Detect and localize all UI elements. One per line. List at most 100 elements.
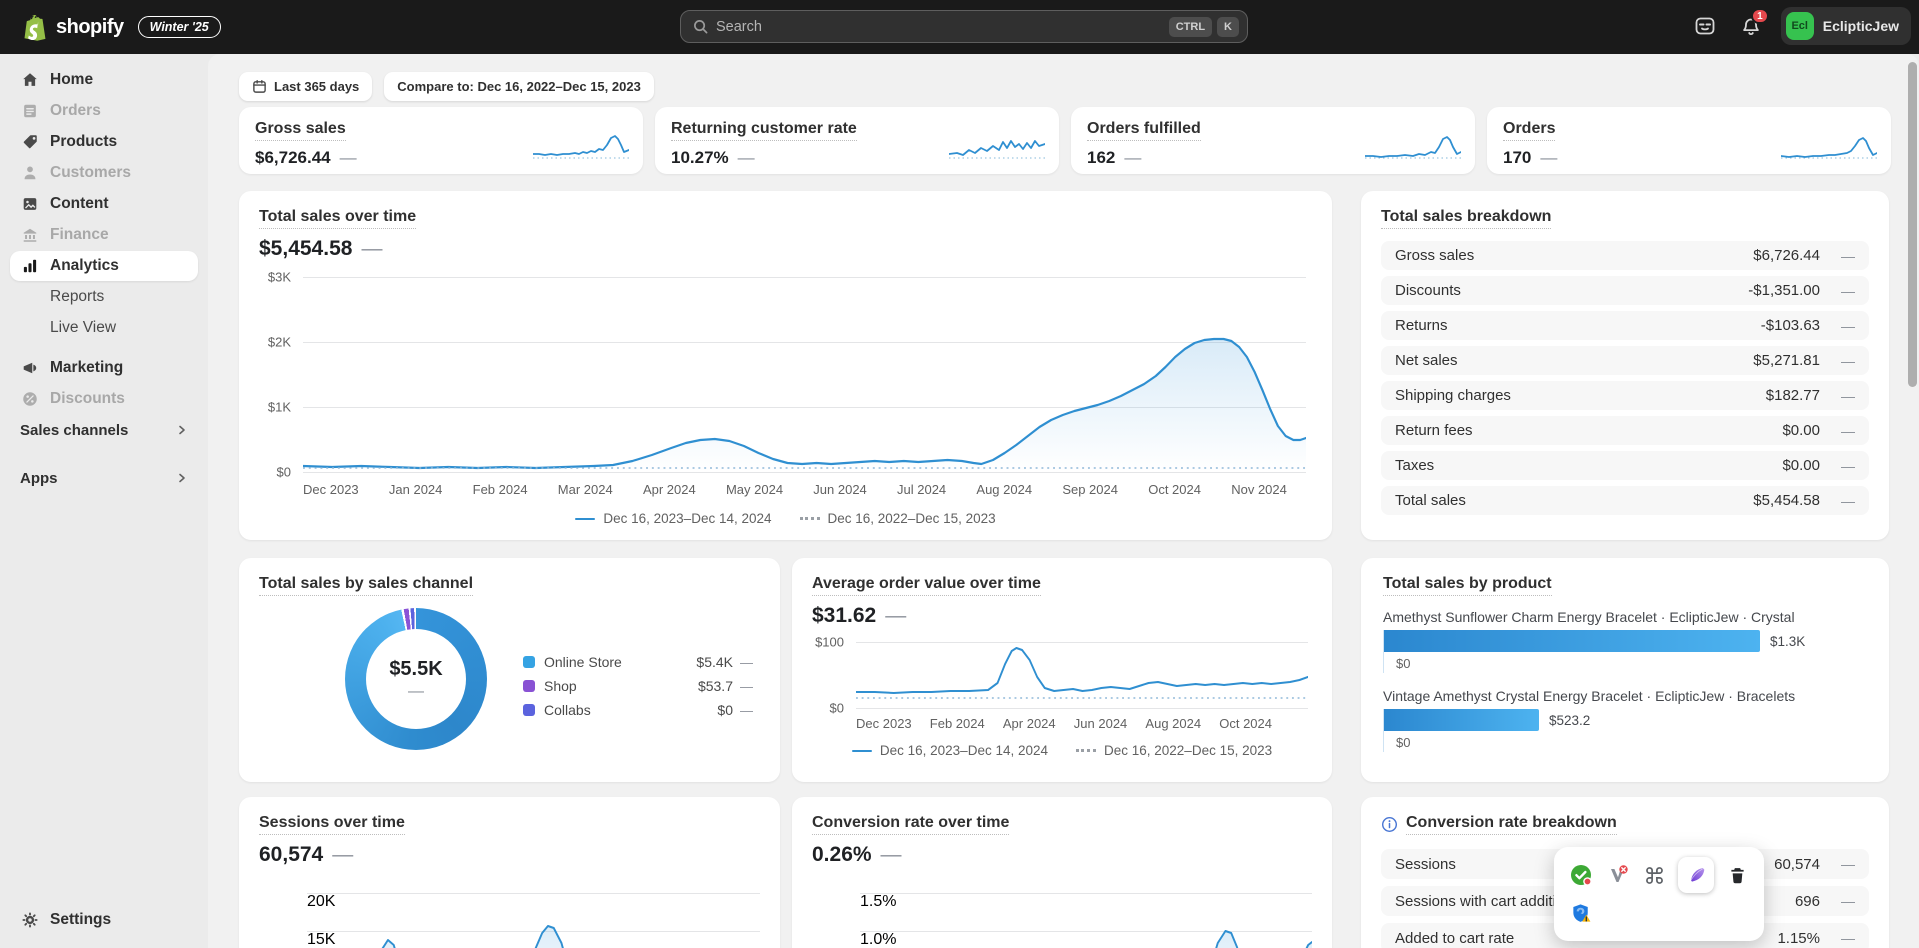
sidebar-section-apps[interactable]: Apps [20, 463, 188, 493]
sidebar-item-marketing[interactable]: Marketing [10, 353, 198, 383]
row-channel-aov-products: Total sales by sales channel $5.5K — Onl… [239, 558, 1891, 782]
breakdown-title: Total sales breakdown [1381, 207, 1552, 230]
metric-value: 162 [1087, 148, 1116, 168]
table-row: Returns -$103.63— [1381, 311, 1869, 341]
shield-warning-extension-icon[interactable] [1568, 900, 1594, 926]
x-tick: Dec 2023 [856, 716, 912, 732]
sidebar-item-reports[interactable]: Reports [50, 288, 105, 305]
x-tick: Apr 2024 [1002, 716, 1056, 732]
sparkline-chart [1781, 137, 1877, 159]
y-tick: $0 [829, 700, 844, 716]
k-keycap: K [1217, 16, 1239, 37]
product-label: Vintage Amethyst Crystal Energy Bracelet… [1383, 688, 1796, 705]
shopify-logo[interactable]: shopify [22, 13, 124, 41]
notifications-button[interactable]: 1 [1735, 8, 1769, 42]
metric-card-gross-sales[interactable]: Gross sales $6,726.44 — [239, 107, 643, 174]
inbox-button[interactable] [1689, 10, 1721, 42]
vertical-scrollbar[interactable] [1908, 58, 1917, 948]
metric-title: Orders fulfilled [1087, 119, 1201, 142]
sidebar-item-products[interactable]: Products [10, 127, 198, 157]
extension-row [1568, 895, 1750, 931]
x-tick: Oct 2024 [1148, 482, 1201, 498]
compare-label: Compare to: Dec 16, 2022–Dec 15, 2023 [397, 79, 641, 94]
chevron-right-icon [179, 473, 185, 483]
product-bar-block: $1.3K $0 [1383, 630, 1867, 674]
info-icon [1381, 816, 1398, 832]
season-badge: Winter '25 [137, 16, 221, 38]
conversion-chart: 1.5% 1.0% [860, 881, 1312, 948]
sidebar-item-customers[interactable]: Customers [10, 158, 198, 188]
compare-button[interactable]: Compare to: Dec 16, 2022–Dec 15, 2023 [384, 72, 654, 101]
metric-title: Gross sales [255, 119, 346, 142]
line-series [303, 338, 1306, 473]
sidebar-item-finance[interactable]: Finance [10, 220, 198, 250]
swatch [523, 680, 535, 692]
bar-baseline: $0 [1396, 735, 1411, 751]
chart-title: Total sales over time [259, 207, 417, 230]
topbar: shopify Winter '25 Search CTRL K [0, 0, 1919, 54]
trash-extension-icon[interactable] [1724, 862, 1750, 888]
y-tick: $2K [267, 334, 291, 350]
y-tick: $1K [267, 399, 291, 415]
content-icon [20, 194, 40, 214]
x-tick: Jul 2024 [897, 482, 947, 498]
date-range-label: Last 365 days [274, 79, 360, 94]
metric-value: 10.27% [671, 148, 729, 168]
extension-row [1568, 855, 1750, 895]
avatar: Ecl [1785, 12, 1814, 40]
extension-toolbar-overlay [1554, 847, 1764, 941]
sidebar-item-content[interactable]: Content [10, 189, 198, 219]
y-tick: $3K [267, 269, 291, 285]
sessions-title: Sessions over time [259, 813, 405, 836]
sidebar-item-live-view[interactable]: Live View [50, 319, 117, 336]
sidebar-item-orders[interactable]: Orders [10, 96, 198, 126]
grammar-checker-extension-icon[interactable] [1568, 862, 1594, 888]
metric-card-orders-fulfilled[interactable]: Orders fulfilled 162 — [1071, 107, 1475, 174]
legend-previous: Dec 16, 2022–Dec 15, 2023 [1076, 743, 1272, 758]
clover-extension-icon[interactable] [1641, 862, 1667, 888]
no-change-dash: — [1124, 148, 1142, 168]
quill-extension-icon[interactable] [1677, 857, 1714, 893]
x-tick: Jan 2024 [388, 482, 443, 498]
x-tick: Apr 2024 [642, 482, 696, 498]
metric-card-orders[interactable]: Orders 170 — [1487, 107, 1891, 174]
metric-card-returning-rate[interactable]: Returning customer rate 10.27% — [655, 107, 1059, 174]
sidebar-item-discounts[interactable]: Discounts [10, 384, 198, 414]
channel-title: Total sales by sales channel [259, 574, 474, 597]
analytics-icon [20, 256, 40, 276]
metric-title: Orders [1503, 119, 1556, 142]
scrollbar-thumb[interactable] [1908, 62, 1917, 387]
user-menu[interactable]: Ecl EclipticJew [1780, 7, 1911, 45]
total-sales-over-time-card: Total sales over time $5,454.58 — $3K $2K… [239, 191, 1332, 540]
average-order-value-card: Average order value over time $31.62— $1… [792, 558, 1332, 782]
sidebar-item-home[interactable]: Home [10, 65, 198, 95]
y-tick: 15K [307, 931, 336, 948]
sparkline-chart [533, 135, 629, 159]
donut-chart [345, 608, 487, 750]
no-change-dash: — [1540, 148, 1558, 168]
home-icon [20, 70, 40, 90]
search-input[interactable]: Search CTRL K [680, 10, 1248, 43]
x-tick: Jun 2024 [1073, 716, 1128, 732]
chart-legend: Dec 16, 2023–Dec 14, 2024 Dec 16, 2022–D… [259, 511, 1312, 526]
v-extension-icon[interactable] [1605, 862, 1631, 888]
table-row: Shipping charges $182.77— [1381, 381, 1869, 411]
channel-legend: Online Store $5.4K — Shop $53.7— Collabs $0— [523, 650, 753, 722]
aov-chart: $100 $0 [815, 635, 1308, 716]
sidebar-item-settings[interactable]: Settings [10, 904, 198, 936]
donut-center-label: $5.5K — [389, 657, 443, 700]
sidebar-item-analytics[interactable]: Analytics [10, 251, 198, 281]
inbox-icon [1695, 17, 1715, 35]
legend-current: Dec 16, 2023–Dec 14, 2024 [575, 511, 772, 526]
bell-icon [1742, 18, 1759, 35]
legend-item-collabs: Collabs $0— [523, 698, 753, 722]
y-tick: $0 [276, 464, 291, 480]
product-bar [1384, 709, 1539, 732]
x-axis-labels: Dec 2023 Feb 2024 Apr 2024 Jun 2024 Aug … [856, 716, 1312, 731]
sessions-chart: 20K 15K [307, 881, 760, 948]
swatch [523, 656, 535, 668]
date-range-button[interactable]: Last 365 days [239, 72, 373, 101]
x-tick: May 2024 [725, 482, 784, 498]
line-series [1215, 930, 1312, 948]
sidebar-section-sales-channels[interactable]: Sales channels [20, 415, 188, 445]
